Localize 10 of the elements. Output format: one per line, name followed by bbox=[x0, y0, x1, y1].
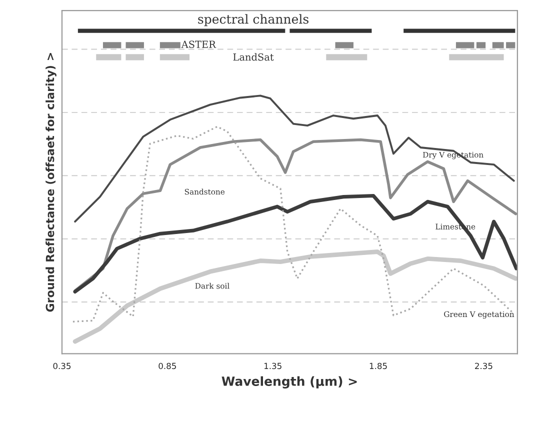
x-tick-label: 1.35 bbox=[264, 362, 282, 370]
text: ASTER bbox=[181, 40, 216, 48]
text: LandSat bbox=[233, 53, 274, 61]
y-axis-title: Ground Reflectance (offsaet for clarity) > bbox=[46, 53, 56, 312]
x-tick-label: 1.85 bbox=[370, 362, 387, 370]
x-tick-label: 2.35 bbox=[475, 362, 492, 370]
x-axis-title: Wavelength (µm) > bbox=[222, 376, 357, 388]
x-tick-label: 0.85 bbox=[158, 362, 176, 370]
text: spectral channels bbox=[198, 14, 308, 26]
x-tick-label: 0.35 bbox=[53, 362, 71, 370]
